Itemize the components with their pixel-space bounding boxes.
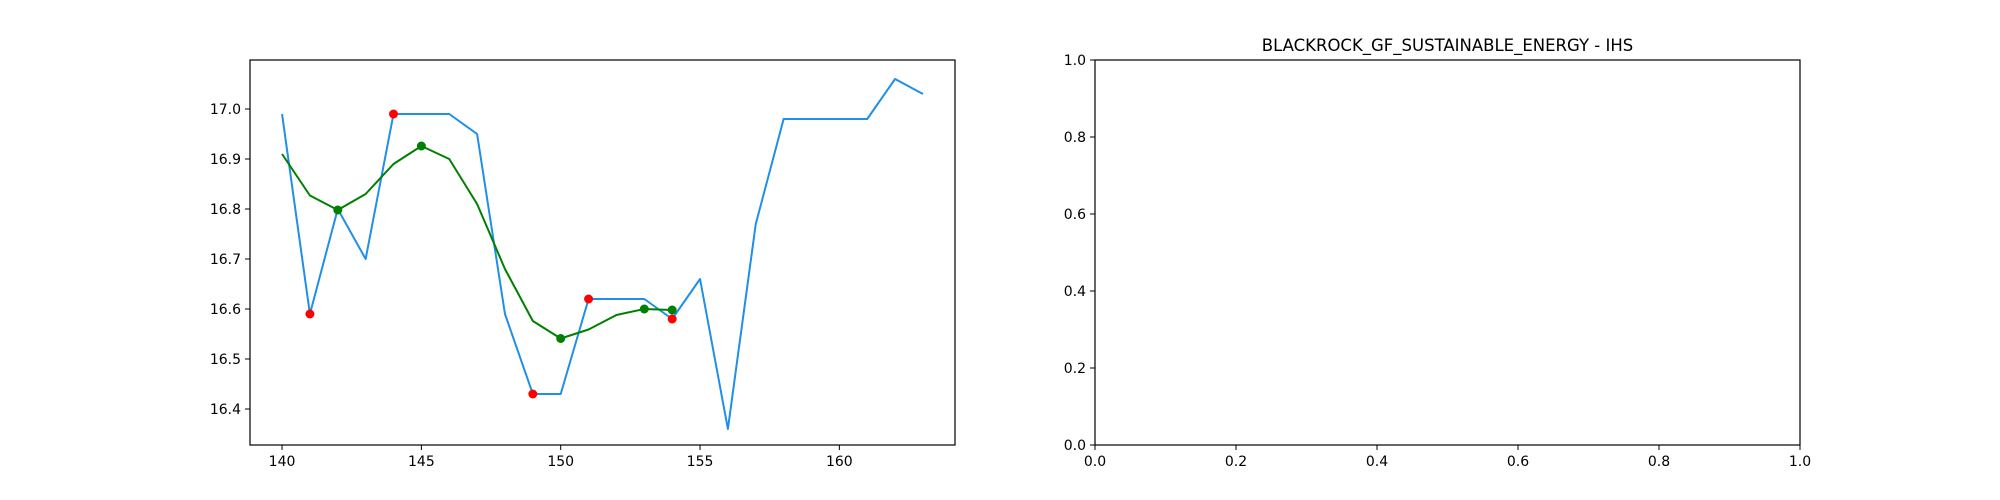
right-chart: BLACKROCK_GF_SUSTAINABLE_ENERGY - IHS 0.0… [1064,36,1811,470]
x-tick-label: 0.8 [1648,454,1670,470]
x-tick-label: 0.2 [1225,454,1247,470]
series-3-point [667,305,677,315]
series-3-point [333,205,343,215]
y-tick-label: 16.4 [210,402,241,418]
x-tick-label: 145 [408,454,435,470]
series-2-point [389,109,399,119]
x-tick-label: 1.0 [1789,454,1811,470]
y-tick-label: 16.5 [210,352,241,368]
axes-frame [249,59,956,446]
left-chart: 140 145 150 155 160 16.4 16.5 16.6 16.7 16.8 16.9 1… [210,59,956,470]
series-2-point [305,309,315,319]
series-2-point [528,389,538,399]
x-tick-label: 155 [687,454,714,470]
chart-title: BLACKROCK_GF_SUSTAINABLE_ENERGY - IHS [1262,36,1633,56]
x-tick-label: 0.4 [1366,454,1388,470]
x-tick-label: 150 [547,454,574,470]
x-tick-label: 140 [269,454,296,470]
y-tick-label: 16.9 [210,152,241,168]
y-tick-label: 0.4 [1064,284,1086,300]
y-tick-label: 1.0 [1064,53,1086,69]
y-tick-label: 16.6 [210,302,241,318]
series-3-point [639,304,649,314]
y-tick-label: 0.2 [1064,361,1086,377]
series-line-1 [281,145,673,340]
y-tick-label: 0.6 [1064,207,1086,223]
y-tick-label: 0.8 [1064,130,1086,146]
series-2-point [584,294,594,304]
y-tick-label: 17.0 [210,102,241,118]
x-tick-label: 0.0 [1084,454,1106,470]
series-2-point [667,314,677,324]
y-tick-label: 0.0 [1064,438,1086,454]
series-3-point [416,141,426,151]
series-3-point [556,334,566,343]
series-line-0 [281,78,924,430]
x-tick-label: 160 [826,454,853,470]
y-tick-label: 16.7 [210,252,241,268]
y-tick-label: 16.8 [210,202,241,218]
axes-frame [1094,59,1801,446]
x-tick-label: 0.6 [1507,454,1529,470]
